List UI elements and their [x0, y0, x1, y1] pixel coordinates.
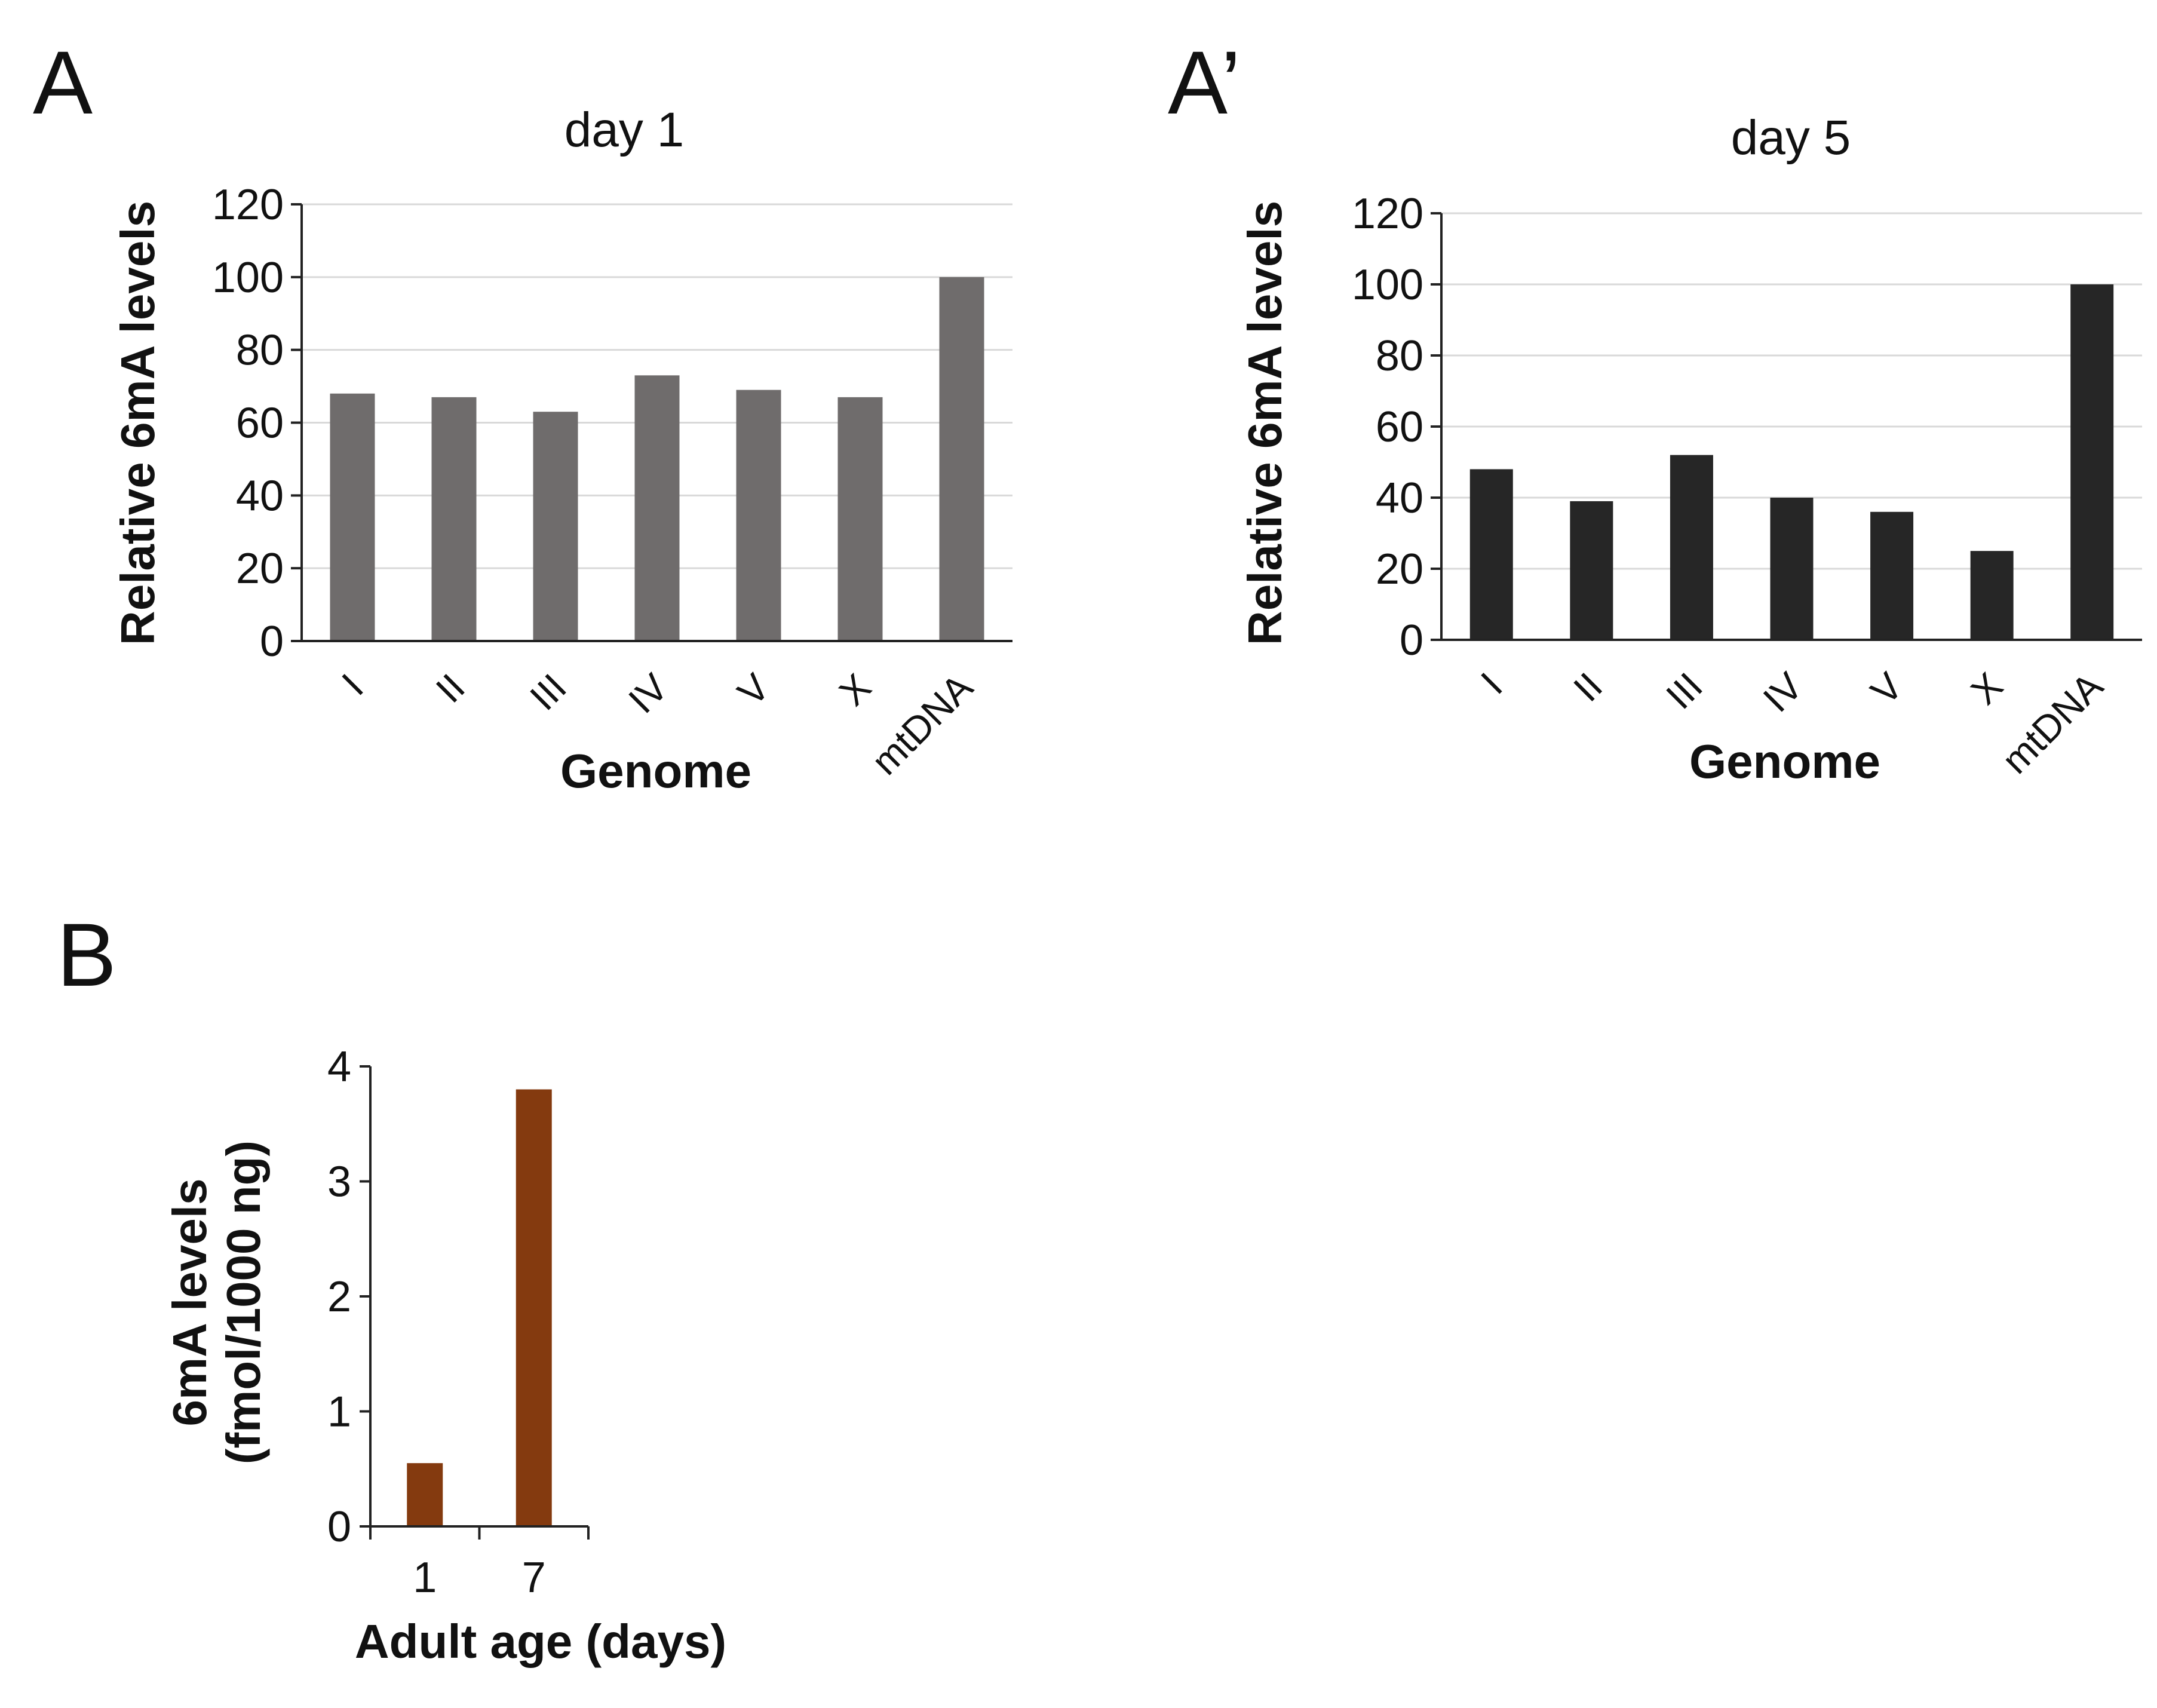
- day-1-bar-i: [330, 393, 375, 641]
- day-5-xtick-label-x: X: [1962, 664, 2011, 713]
- day-1-ytick-label-120: 120: [212, 181, 284, 229]
- day-5-bar-iii: [1670, 455, 1713, 640]
- b-ytick-label-1: 1: [327, 1388, 351, 1436]
- day-1-bar-v: [736, 390, 781, 641]
- panel-label-b: B: [57, 904, 116, 1005]
- day-5-ytick-label-100: 100: [1352, 261, 1423, 309]
- day-5-ylabel-line-1: Relative 6mA levels: [1238, 201, 1291, 645]
- day-5-xtick-label-ii: II: [1565, 664, 1610, 710]
- day-5-title: day 5: [1731, 111, 1851, 165]
- b-xtick-label-1: 1: [413, 1554, 437, 1602]
- day-5-xtick-label-mtdna: mtDNA: [1993, 664, 2111, 782]
- b-ylabel-line-2: (fmol/1000 ng): [217, 1140, 270, 1464]
- day-5-xtick-label-iii: III: [1658, 664, 1711, 717]
- day-1-ytick-label-20: 20: [236, 545, 284, 593]
- day-5-bar-ii: [1570, 501, 1613, 640]
- panel-label-a-prime: A’: [1168, 32, 1241, 133]
- day-1-xtick-label-mtdna: mtDNA: [863, 666, 981, 783]
- day-1-ylabel-line-1: Relative 6mA levels: [111, 201, 164, 645]
- day-5-xtick-label-v: V: [1863, 664, 1911, 713]
- day-1-xtick-label-iii: III: [521, 666, 575, 719]
- day-5-ytick-label-80: 80: [1376, 332, 1423, 380]
- day-1-xtick-label-iv: IV: [620, 666, 676, 722]
- day-1-ytick-label-80: 80: [236, 327, 284, 375]
- day-1-ylabel: Relative 6mA levels: [111, 201, 164, 645]
- day-5-xtick-label-i: I: [1472, 664, 1510, 702]
- day-5-bar-iv: [1770, 498, 1814, 640]
- b-ylabel: 6mA levels(fmol/1000 ng): [163, 1140, 270, 1464]
- day-5-ytick-label-60: 60: [1376, 403, 1423, 451]
- day-1-xtick-label-ii: II: [428, 666, 473, 711]
- b-ylabel-line-1: 6mA levels: [163, 1178, 216, 1426]
- b-ytick-label-3: 3: [327, 1158, 351, 1206]
- day-5-xtick-label-iv: IV: [1755, 664, 1811, 720]
- day-5-ytick-label-0: 0: [1400, 617, 1423, 664]
- b-ytick-label-2: 2: [327, 1273, 351, 1321]
- b-xtick-label-7: 7: [522, 1554, 546, 1602]
- b-xlabel: Adult age (days): [355, 1615, 726, 1668]
- day-1-bar-x: [837, 397, 883, 641]
- day-1-ytick-label-40: 40: [236, 472, 284, 520]
- day-1-xtick-label-i: I: [333, 666, 371, 703]
- day-1-xtick-label-v: V: [729, 666, 778, 714]
- day-5-ytick-label-120: 120: [1352, 190, 1423, 238]
- day-5-bar-x: [1970, 551, 2014, 640]
- day-1-ytick-label-100: 100: [212, 254, 284, 302]
- day-1-xlabel: Genome: [560, 744, 751, 798]
- panel-label-a: A: [33, 32, 93, 133]
- b-ytick-label-0: 0: [327, 1503, 351, 1551]
- b-bar-7: [516, 1089, 552, 1526]
- day-5-bar-mtdna: [2070, 284, 2114, 640]
- day-5-bar-v: [1870, 511, 1914, 640]
- day-5-xlabel: Genome: [1689, 735, 1880, 788]
- day-1-xtick-label-x: X: [831, 666, 879, 714]
- day-5-ytick-label-40: 40: [1376, 474, 1423, 522]
- day-1-ytick-label-60: 60: [236, 400, 284, 447]
- day-1-bar-ii: [431, 397, 477, 641]
- day-5-bar-i: [1469, 469, 1513, 640]
- day-1-bar-iv: [634, 375, 680, 641]
- day-5-ytick-label-20: 20: [1376, 545, 1423, 593]
- b-ytick-label-4: 4: [327, 1043, 351, 1091]
- day-5-ylabel: Relative 6mA levels: [1238, 201, 1291, 645]
- day-1-bar-mtdna: [939, 277, 984, 641]
- day-1-bar-iii: [533, 412, 578, 641]
- chart-6ma-by-adult-age: 0 1 2 3 4 1 7 Adult age (days) 6mA levels(fmol/1…: [163, 1043, 726, 1668]
- day-1-ytick-label-0: 0: [260, 618, 284, 666]
- day-1-title: day 1: [564, 103, 685, 157]
- b-bar-1: [407, 1463, 443, 1526]
